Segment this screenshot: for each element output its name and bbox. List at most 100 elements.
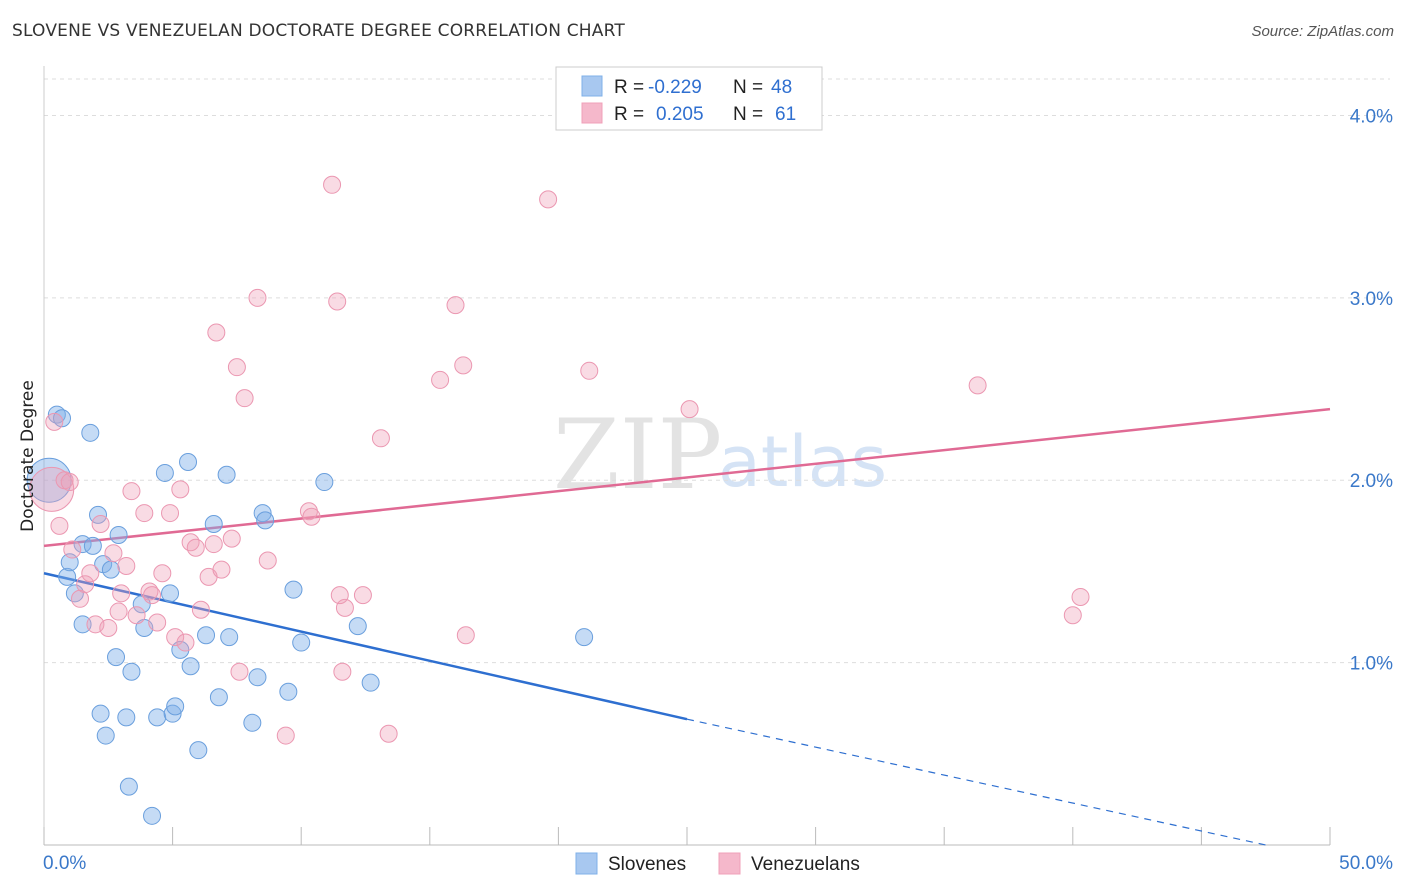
bottom-legend-label-slovenes: Slovenes [608, 854, 686, 875]
slovenes-point [243, 713, 262, 732]
slovenes-point [315, 473, 334, 492]
slovenes-point [58, 567, 77, 586]
venezuelans-point [248, 288, 267, 307]
venezuelans-point [99, 618, 118, 637]
slovenes-point [217, 465, 236, 484]
venezuelans-point [276, 726, 295, 745]
venezuelans-point [379, 724, 398, 743]
legend-swatch-slovenes [581, 75, 603, 97]
legend-r-value-venezuelans: 0.205 [656, 104, 704, 125]
slovenes-point [575, 628, 594, 647]
slovenes-point [189, 741, 208, 760]
venezuelans-point [81, 564, 100, 583]
legend-swatch-venezuelans [581, 102, 603, 124]
venezuelans-point [71, 589, 90, 608]
venezuelans-point [207, 323, 226, 342]
slovenes-point [117, 708, 136, 727]
venezuelans-point [323, 175, 342, 194]
venezuelans-point [204, 535, 223, 554]
slovenes-point [209, 688, 228, 707]
venezuelans-point [153, 564, 172, 583]
venezuelans-point [117, 556, 136, 575]
watermark: ZIP atlas [553, 399, 887, 511]
venezuelans-point [104, 544, 123, 563]
venezuelans-point [1071, 587, 1090, 606]
slovenes-point [181, 657, 200, 676]
venezuelans-point [166, 628, 185, 647]
source-credit: Source: ZipAtlas.com [1251, 23, 1394, 40]
y-tick-label: 3.0% [1350, 289, 1393, 310]
venezuelans-point [371, 429, 390, 448]
venezuelans-point [1063, 606, 1082, 625]
venezuelans-point [143, 586, 162, 605]
slovenes-point [81, 423, 100, 442]
venezuelans-point [171, 480, 190, 499]
slovenes-point [107, 648, 126, 667]
slovenes-point [101, 560, 120, 579]
venezuelans-point [302, 507, 321, 526]
venezuelans-point [91, 515, 110, 534]
slovenes-point [65, 584, 84, 603]
slovenes-point [279, 682, 298, 701]
venezuelans-point [181, 533, 200, 552]
slovenes-point [253, 504, 272, 523]
venezuelans-point [186, 538, 205, 557]
slovenes-point [204, 515, 223, 534]
venezuelans-point [222, 529, 241, 548]
legend-n-value-venezuelans: 61 [775, 104, 796, 125]
y-tick-label: 1.0% [1350, 654, 1393, 675]
slovenes-point [197, 626, 216, 645]
venezuelans-point [227, 358, 246, 377]
slovenes-point [143, 806, 162, 825]
venezuelans-point [76, 575, 95, 594]
venezuelans-point [330, 586, 349, 605]
slovenes-point [348, 617, 367, 636]
venezuelans-point [258, 551, 277, 570]
venezuelans-point [60, 473, 79, 492]
legend-r-label-venezuelans: R = [614, 104, 644, 125]
slovenes-point [248, 668, 267, 687]
y-axis-title: Doctorate Degree [18, 380, 38, 532]
legend-n-label-slovenes: N = [733, 77, 763, 98]
venezuelans-point [446, 296, 465, 315]
watermark-zip: ZIP [553, 399, 722, 511]
venezuelans-point [161, 504, 180, 523]
venezuelans-point [148, 613, 167, 632]
bottom-legend-label-venezuelans: Venezuelans [751, 854, 860, 875]
legend: R = -0.229 N = 48 R = 0.205 N = 61 [555, 66, 823, 131]
venezuelans-point [968, 376, 987, 395]
venezuelans-point [122, 482, 141, 501]
slovenes-point [161, 584, 180, 603]
venezuelans-point [109, 602, 128, 621]
x-tick-label-max: 50.0% [1339, 853, 1393, 874]
slovenes-point [155, 463, 174, 482]
slovenes-point [47, 405, 66, 424]
slovenes-point [361, 673, 380, 692]
slovenes-trend-line [43, 572, 688, 721]
slovenes-point [119, 777, 138, 796]
venezuelans-point [230, 662, 249, 681]
venezuelans-trend-line [43, 407, 1331, 548]
venezuelans-point [63, 540, 82, 559]
slovenes-point [83, 536, 102, 555]
venezuelans-point [135, 504, 154, 523]
slovenes-point [256, 511, 275, 530]
y-tick-label: 4.0% [1350, 106, 1393, 127]
axes: 1.0% 2.0% 3.0% 4.0% 0.0% 50.0% [43, 66, 1393, 874]
y-tick-label: 2.0% [1350, 471, 1393, 492]
venezuelans-point [456, 626, 475, 645]
venezuelans-point [235, 389, 254, 408]
venezuelans-point [454, 356, 473, 375]
bottom-legend-swatch-venezuelans [718, 852, 741, 875]
slovenes-point [284, 580, 303, 599]
slovenes-point [148, 708, 167, 727]
venezuelans-point [212, 560, 231, 579]
x-tick-label-min: 0.0% [43, 853, 86, 874]
venezuelans-point [353, 586, 372, 605]
venezuelans-point [539, 190, 558, 209]
venezuelans-point [112, 584, 131, 603]
slovenes-point [109, 525, 128, 544]
bottom-legend-swatch-slovenes [575, 852, 598, 875]
legend-n-label-venezuelans: N = [733, 104, 763, 125]
